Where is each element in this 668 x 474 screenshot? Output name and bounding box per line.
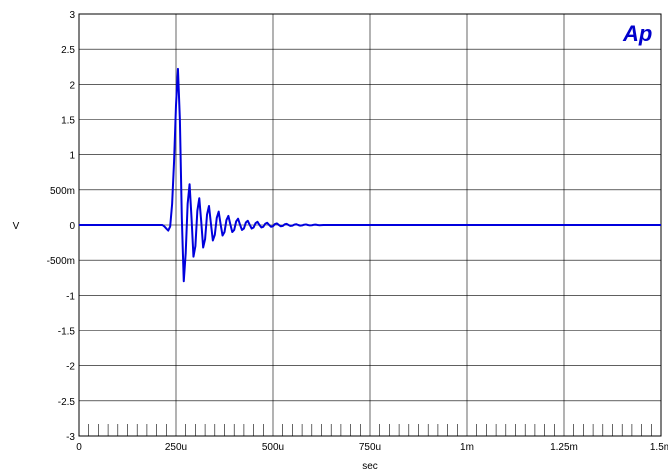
x-axis-label: sec [362, 461, 378, 472]
y-tick-label: 2.5 [61, 45, 75, 56]
y-tick-label: -1 [66, 291, 75, 302]
y-tick-label: 0 [69, 221, 75, 232]
y-tick-labels: 3 2.5 2 1.5 1 500m 0 -500m -1 -1.5 -2 -2.5 -3 [47, 10, 76, 443]
y-tick-label: 2 [69, 80, 75, 91]
minor-ticks [88, 424, 652, 436]
y-tick-label: -2.5 [58, 397, 76, 408]
y-tick-label: 1 [69, 151, 75, 162]
y-tick-label: 1.5 [61, 116, 75, 127]
ap-logo-text: Ap [622, 21, 652, 46]
x-tick-labels: 0 250u 500u 750u 1m 1.25m 1.5m [76, 442, 668, 453]
y-tick-label: -1.5 [58, 327, 76, 338]
ap-logo: Ap [622, 21, 652, 46]
x-tick-label: 1.5m [650, 442, 668, 453]
x-tick-label: 500u [262, 442, 284, 453]
series-layer [79, 67, 661, 283]
x-tick-label: 250u [165, 442, 187, 453]
y-tick-label: -2 [66, 362, 75, 373]
x-tick-label: 1m [460, 442, 474, 453]
y-tick-label: -500m [47, 256, 75, 267]
series-line [79, 67, 661, 283]
y-tick-label: 500m [50, 186, 75, 197]
x-tick-label: 1.25m [550, 442, 578, 453]
y-axis-label: V [13, 221, 20, 232]
x-tick-label: 750u [359, 442, 381, 453]
y-tick-label: -3 [66, 432, 75, 443]
x-tick-label: 0 [76, 442, 82, 453]
y-tick-label: 3 [69, 10, 75, 21]
